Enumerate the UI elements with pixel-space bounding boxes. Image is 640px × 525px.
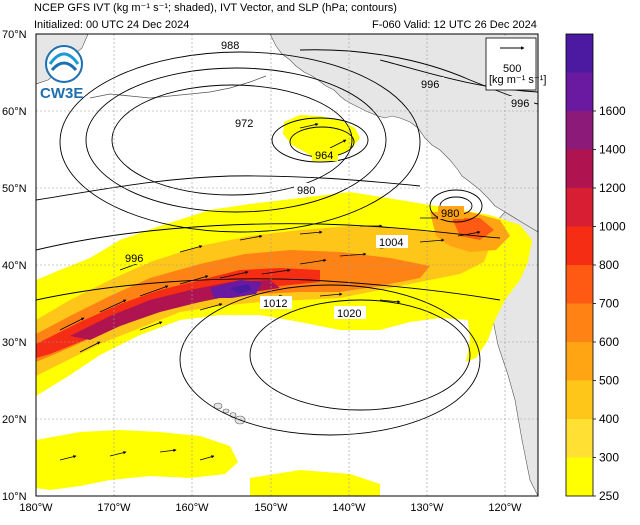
valid-time: F-060 Valid: 12 UTC 26 Dec 2024 [372,19,537,31]
colorbar-segment [566,419,593,458]
slp-label: 980 [297,185,315,197]
colorbar-segment [566,188,593,227]
lon-tick-label: 170°W [97,502,131,514]
cw3e-logo-text: CW3E [40,85,83,102]
slp-label: 1012 [263,298,287,310]
colorbar-segment [566,34,593,73]
slp-label: 980 [441,208,459,220]
colorbar-segment [566,380,593,419]
slp-label: 972 [235,118,253,130]
lat-tick-label: 70°N [2,29,27,41]
colorbar: 250 300 400 500 600 700 800 1000 1200 1400 1600 [565,33,626,503]
lat-ticks: 70°N 60°N 50°N 40°N 30°N 20°N 10°N [2,29,27,503]
land-alaska-canada [269,34,538,241]
colorbar-label: 300 [599,451,619,465]
colorbar-label: 400 [599,412,619,426]
colorbar-label: 700 [599,297,619,311]
colorbar-segment [566,72,593,111]
slp-label: 1004 [379,237,403,249]
colorbar-segment [566,342,593,381]
lon-tick-label: 160°W [175,502,209,514]
init-time: Initialized: 00 UTC 24 Dec 2024 [34,19,190,31]
colorbar-label: 500 [599,374,619,388]
slp-label: 996 [125,253,143,265]
vector-key: 500 [kg m⁻¹ s⁻¹] [485,37,546,91]
lat-tick-label: 10°N [2,491,27,503]
map-title: NCEP GFS IVT (kg m⁻¹ s⁻¹; shaded), IVT V… [34,2,397,14]
colorbar-label: 600 [599,335,619,349]
ivt-vectors [59,123,481,461]
lon-ticks: 180°W 170°W 160°W 150°W 140°W 130°W 120°… [19,502,522,514]
vector-key-value: 500 [503,63,521,75]
cw3e-logo: CW3E [40,45,83,102]
graticule [36,34,538,496]
colorbar-segment [566,149,593,188]
slp-contours [36,49,538,436]
colorbar-segment [566,457,593,496]
lat-tick-label: 60°N [2,106,27,118]
colorbar-label: 1000 [599,220,626,234]
lon-tick-label: 180°W [19,502,53,514]
colorbar-label: 250 [599,489,619,503]
lon-tick-label: 140°W [332,502,366,514]
colorbar-label: 800 [599,258,619,272]
lat-tick-label: 20°N [2,414,27,426]
map-border [35,33,539,497]
lat-tick-label: 30°N [2,337,27,349]
lon-tick-label: 150°W [254,502,288,514]
slp-label: 964 [315,150,333,162]
lat-tick-label: 50°N [2,183,27,195]
slp-label: 996 [421,79,439,91]
slp-label: 996 [511,98,529,110]
colorbar-segment [566,265,593,304]
vector-key-units: [kg m⁻¹ s⁻¹] [489,74,546,86]
colorbar-segment [566,303,593,342]
lat-tick-label: 40°N [2,260,27,272]
colorbar-label: 1200 [599,181,626,195]
colorbar-segment [566,226,593,265]
slp-label: 988 [221,40,239,52]
lon-tick-label: 130°W [410,502,444,514]
lon-tick-label: 120°W [488,502,522,514]
colorbar-label: 1400 [599,143,626,157]
slp-contour-labels: 988 996 996 972 964 980 980 1004 996 101… [122,38,534,320]
colorbar-segment [566,111,593,150]
colorbar-label: 1600 [599,104,626,118]
slp-label: 1020 [337,308,361,320]
